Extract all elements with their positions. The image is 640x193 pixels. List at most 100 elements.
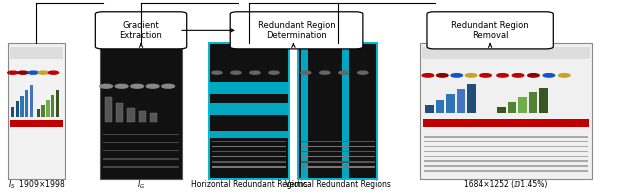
Circle shape [269, 71, 279, 74]
Bar [46, 100, 49, 118]
Bar [51, 95, 54, 118]
Bar [424, 156, 588, 157]
Bar [301, 141, 375, 142]
Text: $I_S$  1909×1998: $I_S$ 1909×1998 [8, 178, 65, 191]
Bar [100, 43, 182, 179]
Bar [301, 166, 375, 168]
Text: $I_G$: $I_G$ [137, 178, 145, 191]
Bar [212, 166, 286, 168]
Text: Redundant Region
Determination: Redundant Region Determination [258, 21, 335, 40]
Bar [103, 158, 179, 160]
Text: Vertical Redundant Regions: Vertical Redundant Regions [285, 180, 391, 189]
Text: Redundant Region
Removal: Redundant Region Removal [451, 21, 529, 40]
Bar [212, 151, 286, 152]
Bar [10, 120, 63, 127]
Bar [518, 97, 527, 113]
Bar [301, 161, 375, 163]
Text: Gradient
Extraction: Gradient Extraction [120, 21, 163, 40]
Bar [127, 108, 135, 122]
Bar [209, 43, 289, 179]
Bar [446, 94, 455, 113]
Bar [56, 90, 59, 118]
Bar [436, 100, 444, 113]
Bar [103, 142, 179, 143]
Bar [212, 141, 286, 142]
Bar [138, 111, 146, 122]
Bar [10, 47, 63, 59]
Circle shape [358, 71, 368, 74]
Bar [42, 105, 45, 118]
Bar [424, 170, 588, 172]
Bar [25, 90, 28, 118]
Circle shape [115, 84, 128, 88]
Circle shape [8, 71, 18, 74]
Bar [103, 150, 179, 152]
Bar [29, 85, 33, 118]
Circle shape [100, 84, 113, 88]
Bar [497, 107, 506, 113]
Circle shape [231, 71, 241, 74]
Circle shape [451, 74, 463, 77]
Circle shape [528, 74, 539, 77]
Circle shape [465, 74, 477, 77]
Bar [422, 47, 590, 59]
Circle shape [480, 74, 492, 77]
Bar [424, 136, 588, 138]
Circle shape [162, 84, 175, 88]
Circle shape [131, 84, 143, 88]
Bar [103, 134, 179, 135]
Bar [116, 102, 124, 122]
Bar [426, 105, 434, 113]
Bar [36, 109, 40, 118]
Bar [467, 84, 476, 113]
Bar [424, 141, 588, 142]
Text: 1684×1252 (ⅅ1.45%): 1684×1252 (ⅅ1.45%) [464, 180, 548, 189]
Circle shape [559, 74, 570, 77]
Bar [457, 89, 465, 113]
Circle shape [436, 74, 448, 77]
Bar [424, 160, 588, 162]
Bar [298, 43, 378, 179]
Bar [424, 165, 588, 167]
Bar [105, 97, 112, 122]
Bar [342, 43, 349, 179]
Circle shape [212, 71, 222, 74]
Circle shape [250, 71, 260, 74]
Bar [301, 43, 308, 179]
Circle shape [301, 71, 311, 74]
Bar [8, 43, 65, 179]
Bar [301, 156, 375, 157]
Bar [529, 92, 538, 113]
Bar [420, 43, 592, 179]
Bar [298, 43, 378, 179]
Circle shape [497, 74, 508, 77]
Circle shape [147, 84, 159, 88]
Circle shape [543, 74, 555, 77]
Bar [212, 156, 286, 157]
Bar [150, 113, 157, 122]
Bar [424, 146, 588, 147]
Circle shape [512, 74, 524, 77]
Bar [508, 102, 516, 113]
Circle shape [28, 71, 38, 74]
Circle shape [18, 71, 28, 74]
Bar [209, 82, 289, 94]
Circle shape [49, 71, 58, 74]
Text: Horizontal Redundant Regions: Horizontal Redundant Regions [191, 180, 307, 189]
FancyBboxPatch shape [95, 12, 187, 49]
Circle shape [38, 71, 49, 74]
Bar [540, 88, 548, 113]
Bar [424, 151, 588, 152]
Bar [20, 96, 24, 118]
Bar [212, 146, 286, 147]
Bar [209, 131, 289, 138]
Bar [209, 102, 289, 115]
Bar [301, 151, 375, 152]
FancyBboxPatch shape [427, 12, 554, 49]
Bar [301, 146, 375, 147]
Bar [15, 101, 19, 118]
Bar [212, 161, 286, 163]
Circle shape [339, 71, 349, 74]
Bar [11, 107, 14, 118]
Bar [424, 119, 589, 127]
